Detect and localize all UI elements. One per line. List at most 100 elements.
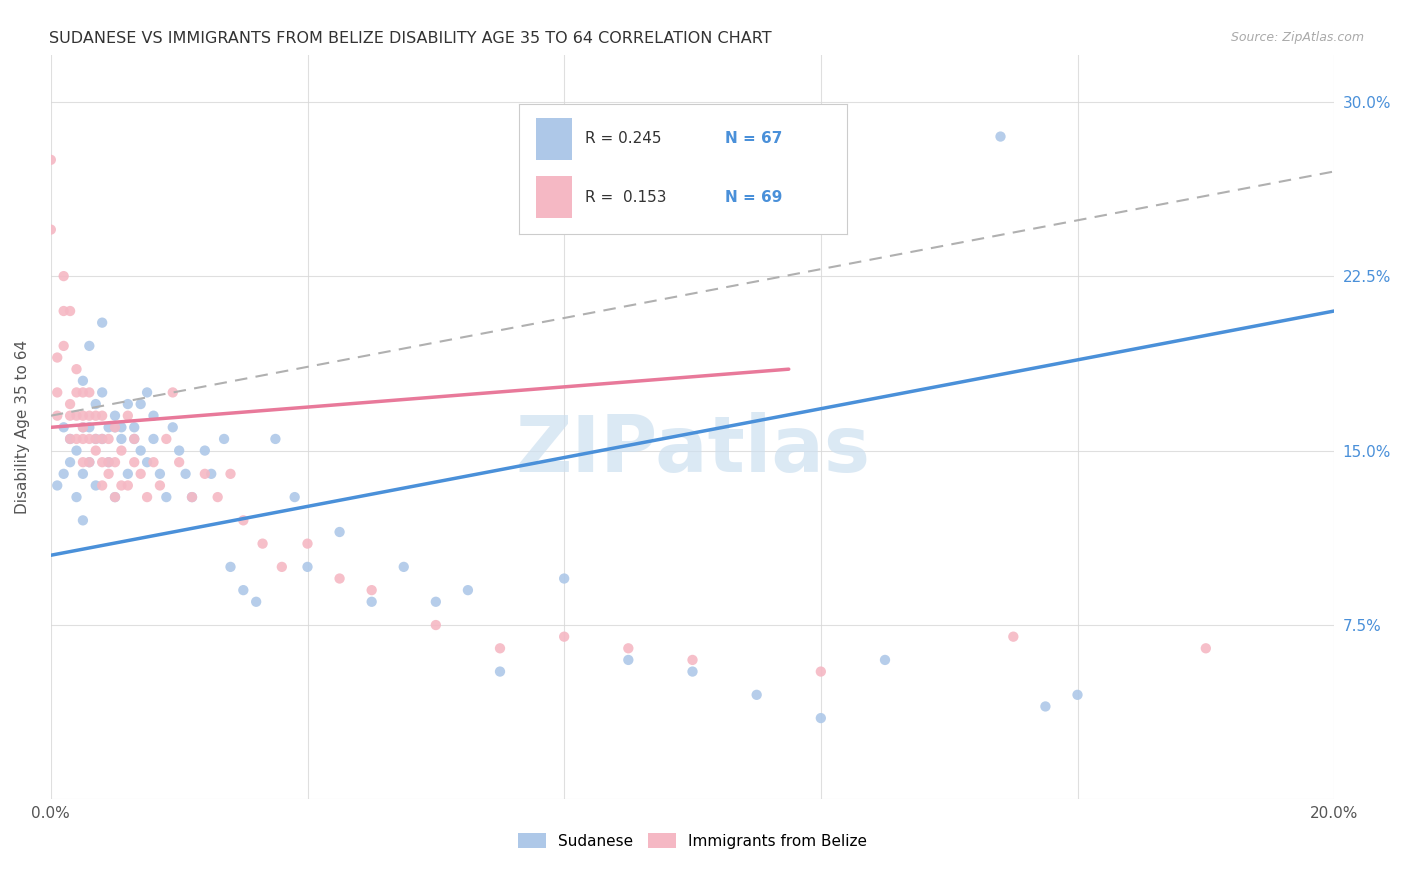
Point [142,455,165,469]
Point [104,409,127,423]
Point [873,653,896,667]
Point [392,560,415,574]
Point [104,490,127,504]
Point [91,478,114,492]
Point [59,397,82,411]
Point [136,490,159,504]
Point [104,420,127,434]
Point [104,490,127,504]
Point [136,385,159,400]
Point [72,467,94,481]
Point [360,583,382,598]
Point [194,443,217,458]
Point [245,595,267,609]
Point [79,455,101,469]
Point [122,432,145,446]
Point [270,560,292,574]
Point [553,572,575,586]
Point [297,560,319,574]
Point [59,432,82,446]
Point [79,385,101,400]
Point [84,432,107,446]
Point [59,432,82,446]
Point [72,420,94,434]
Point [65,490,87,504]
Point [129,397,152,411]
Point [297,536,319,550]
Point [990,129,1012,144]
Point [91,385,114,400]
Point [194,467,217,481]
Point [72,374,94,388]
Point [110,443,132,458]
Point [1066,688,1088,702]
Point [329,572,352,586]
Point [155,490,177,504]
Point [149,478,172,492]
Point [149,467,172,481]
Point [91,316,114,330]
Point [79,420,101,434]
Point [72,513,94,527]
Point [72,385,94,400]
Point [91,455,114,469]
Legend: Sudanese, Immigrants from Belize: Sudanese, Immigrants from Belize [512,828,873,855]
Point [219,560,242,574]
Point [207,490,229,504]
Point [72,455,94,469]
Point [72,432,94,446]
Point [52,269,75,284]
Point [617,641,640,656]
Point [425,618,447,632]
Point [252,536,274,550]
Point [284,490,307,504]
Point [52,339,75,353]
Point [122,455,145,469]
Point [79,432,101,446]
Point [72,420,94,434]
Point [59,409,82,423]
Point [162,420,184,434]
Point [65,385,87,400]
Point [360,595,382,609]
Point [65,362,87,376]
Point [91,409,114,423]
Point [219,467,242,481]
Point [129,467,152,481]
Point [84,443,107,458]
Point [745,688,768,702]
Point [84,478,107,492]
Point [84,397,107,411]
Point [142,432,165,446]
Point [181,490,204,504]
Point [110,478,132,492]
Point [457,583,479,598]
Point [174,467,197,481]
Point [39,153,62,167]
Point [65,443,87,458]
Text: Source: ZipAtlas.com: Source: ZipAtlas.com [1230,31,1364,45]
Point [79,455,101,469]
Point [117,478,139,492]
Point [59,455,82,469]
Point [167,443,190,458]
Point [46,385,69,400]
Point [136,455,159,469]
Point [97,455,120,469]
Point [232,513,254,527]
Point [52,467,75,481]
Point [162,385,184,400]
Point [97,455,120,469]
Point [129,443,152,458]
Point [617,653,640,667]
Point [155,432,177,446]
Point [52,420,75,434]
Point [1002,630,1025,644]
Point [181,490,204,504]
Point [46,351,69,365]
Point [91,432,114,446]
Point [46,478,69,492]
Text: SUDANESE VS IMMIGRANTS FROM BELIZE DISABILITY AGE 35 TO 64 CORRELATION CHART: SUDANESE VS IMMIGRANTS FROM BELIZE DISAB… [49,31,772,46]
Point [65,432,87,446]
Point [682,653,704,667]
